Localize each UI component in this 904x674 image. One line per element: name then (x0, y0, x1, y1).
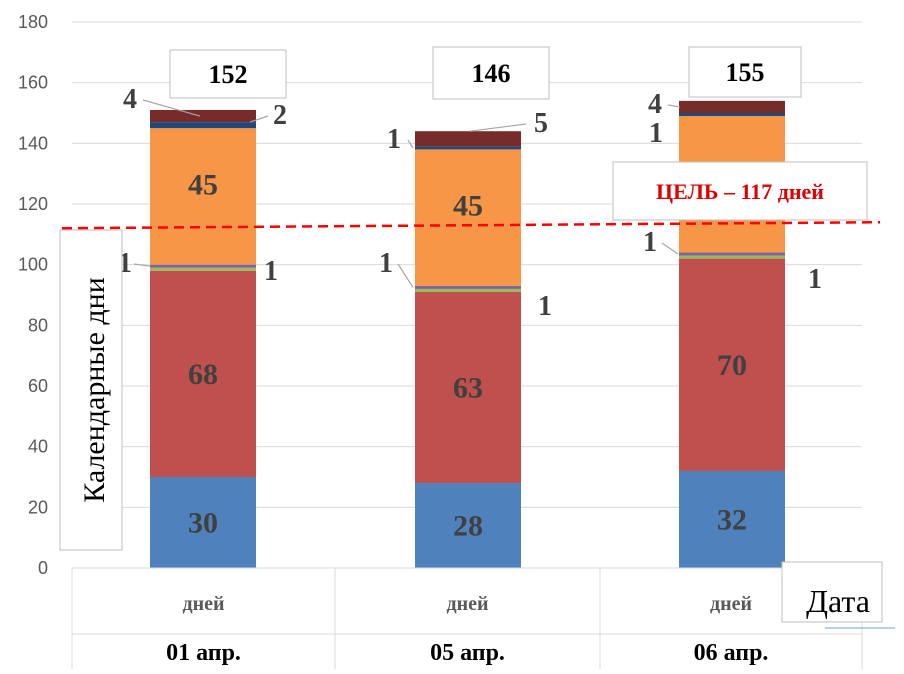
data-label: 1 (643, 227, 657, 258)
bar-segment (415, 131, 521, 147)
bar-segment (679, 255, 785, 259)
data-label: 30 (188, 507, 218, 540)
category-label: 01 апр. (166, 640, 241, 666)
bar-segment (150, 109, 256, 123)
y-tick-label: 100 (18, 255, 48, 275)
data-label: 45 (188, 168, 218, 201)
subcategory-label: дней (710, 593, 752, 615)
leader-line (661, 242, 679, 255)
data-label: 45 (453, 190, 483, 223)
y-tick-label: 40 (28, 437, 48, 457)
data-label: 68 (188, 358, 218, 391)
target-dashed-line (61, 220, 881, 230)
target-label: ЦЕЛЬ – 117 дней (656, 179, 824, 204)
y-axis-title-box (59, 229, 123, 551)
y-tick-label: 140 (18, 133, 48, 153)
callout-leaders (133, 99, 681, 288)
bars (150, 100, 785, 568)
leader-line (407, 139, 414, 149)
y-tick-label: 0 (38, 558, 48, 578)
data-label: 1 (387, 124, 401, 155)
y-tick-label: 160 (18, 73, 48, 93)
total-box (169, 49, 287, 99)
x-axis-title: Дата (806, 583, 870, 619)
data-label: 4 (123, 84, 137, 115)
bar-segment (679, 252, 785, 256)
y-axis-title: Календарные дни (78, 277, 111, 503)
data-label: 32 (717, 503, 747, 536)
bar-segment (415, 483, 521, 568)
data-label: 63 (453, 372, 483, 405)
y-tick-label: 80 (28, 315, 48, 335)
leader-line (133, 263, 151, 267)
data-label: 70 (717, 349, 747, 382)
bar-segment (150, 264, 256, 268)
y-tick-label: 180 (18, 12, 48, 32)
total-label: 146 (472, 59, 511, 88)
data-label: 1 (538, 291, 552, 322)
leader-line (469, 123, 527, 132)
bar-segment (415, 146, 521, 150)
category-axis-table: дней 01 апр. дней 05 апр. дней 06 апр. (71, 567, 863, 669)
x-axis-title-box (781, 561, 883, 623)
bar-segment (679, 100, 785, 113)
data-label: 1 (649, 118, 663, 149)
leader-line (142, 99, 201, 117)
bar-segment (415, 149, 521, 286)
y-axis-ticks: 0 20 40 60 80 100 120 140 160 180 (18, 12, 48, 578)
bar-segment (150, 270, 256, 477)
bar-segment (150, 477, 256, 568)
bar-segment (679, 258, 785, 471)
data-label: 1 (379, 248, 393, 279)
data-label: 1 (808, 264, 822, 295)
leader-line (249, 115, 269, 123)
target-label-box (612, 161, 868, 221)
axis-titles: Календарные дни Дата (59, 229, 895, 629)
total-box (688, 46, 802, 98)
bar-segment (415, 288, 521, 292)
data-label: 1 (264, 256, 278, 287)
leader-line (397, 263, 414, 288)
total-label: 152 (209, 60, 248, 89)
bar-segment (150, 267, 256, 271)
data-label: 5 (534, 108, 548, 139)
leader-line (667, 104, 681, 108)
y-tick-label: 20 (28, 497, 48, 517)
y-tick-label: 60 (28, 376, 48, 396)
bar-segment (150, 128, 256, 265)
data-label: 4 (648, 89, 662, 120)
bar-segment (679, 470, 785, 568)
total-box (432, 46, 550, 100)
y-tick-label: 120 (18, 194, 48, 214)
bar-segment (415, 291, 521, 484)
subcategory-label: дней (182, 593, 224, 615)
data-label: 2 (273, 100, 287, 131)
bar-segment (415, 285, 521, 289)
total-label: 155 (726, 58, 765, 87)
bar-segment (679, 113, 785, 117)
bar-segment (150, 122, 256, 129)
data-label: 28 (453, 510, 483, 543)
total-labels: 152 146 155 (169, 46, 802, 100)
category-label: 05 апр. (430, 640, 505, 666)
category-label: 06 апр. (694, 640, 769, 666)
subcategory-label: дней (446, 593, 488, 615)
target-line: ЦЕЛЬ – 117 дней (61, 161, 881, 230)
